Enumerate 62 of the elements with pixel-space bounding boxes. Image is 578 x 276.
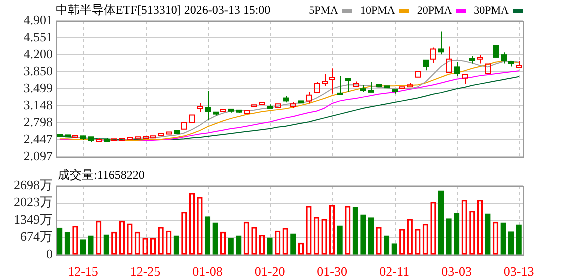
x-tick-label: 01-30: [317, 264, 348, 276]
bar: [204, 216, 211, 255]
y-tick-label: 3.499: [24, 80, 53, 96]
candlestick: [438, 31, 444, 56]
bar: [267, 238, 273, 255]
bar: [500, 222, 506, 255]
x-tick-label: 12-15: [68, 264, 98, 276]
legend-label: 10PMA: [360, 4, 396, 17]
y-tick-label: 4.551: [24, 29, 53, 44]
bar: [516, 224, 522, 255]
chart-title: 成交量:11658220: [58, 168, 145, 182]
bar: [508, 232, 514, 255]
bar: [228, 238, 234, 255]
bar: [174, 236, 180, 255]
x-tick-label: 01-08: [192, 264, 223, 276]
x-tick-label: 02-11: [380, 264, 410, 276]
bar: [368, 218, 374, 255]
legend-label: 5PMA: [309, 4, 339, 17]
y-tick-label: 2.097: [24, 148, 54, 164]
y-tick-label: 1349万: [14, 212, 53, 227]
chart-title: 中韩半导体ETF[513310] 2026-03-13 15:00: [56, 3, 271, 18]
candlestick: [346, 78, 352, 92]
bar: [290, 234, 296, 255]
legend-label: 20PMA: [417, 4, 452, 17]
candlestick: [322, 73, 328, 87]
bar: [384, 236, 390, 255]
x-tick-label: 12-25: [130, 264, 161, 276]
legend-label: 30PMA: [474, 4, 510, 17]
bar: [104, 234, 110, 255]
y-tick-label: 2023万: [14, 194, 53, 210]
y-tick-label: 4.901: [24, 12, 53, 28]
candlestick: [206, 90, 212, 122]
bar: [88, 236, 94, 255]
bar: [57, 228, 63, 255]
bar: [454, 213, 460, 255]
y-tick-label: 2.447: [24, 132, 54, 147]
bar: [212, 222, 218, 255]
candlestick: [368, 82, 374, 93]
candlestick: [338, 76, 344, 96]
bar: [438, 190, 444, 255]
y-tick-label: 0: [46, 246, 53, 262]
x-tick-label: 03-03: [442, 264, 472, 276]
y-tick-label: 3.850: [24, 63, 53, 78]
candlestick: [446, 46, 452, 74]
candlestick: [330, 68, 336, 94]
bar: [485, 214, 491, 255]
bar: [360, 214, 366, 255]
x-tick-label: 01-20: [254, 264, 286, 276]
bar: [236, 236, 242, 255]
bar: [337, 226, 343, 255]
y-tick-label: 4.200: [24, 46, 53, 62]
bar: [392, 244, 398, 255]
bar: [352, 207, 358, 255]
bar: [64, 232, 71, 255]
y-tick-label: 3.148: [24, 98, 53, 113]
x-tick-label: 03-13: [504, 264, 534, 276]
bar: [80, 240, 86, 255]
y-tick-label: 2698万: [14, 177, 53, 192]
bar: [446, 218, 452, 255]
y-tick-label: 2.798: [24, 114, 53, 130]
y-tick-label: 674万: [20, 229, 53, 244]
candlestick: [198, 102, 204, 113]
